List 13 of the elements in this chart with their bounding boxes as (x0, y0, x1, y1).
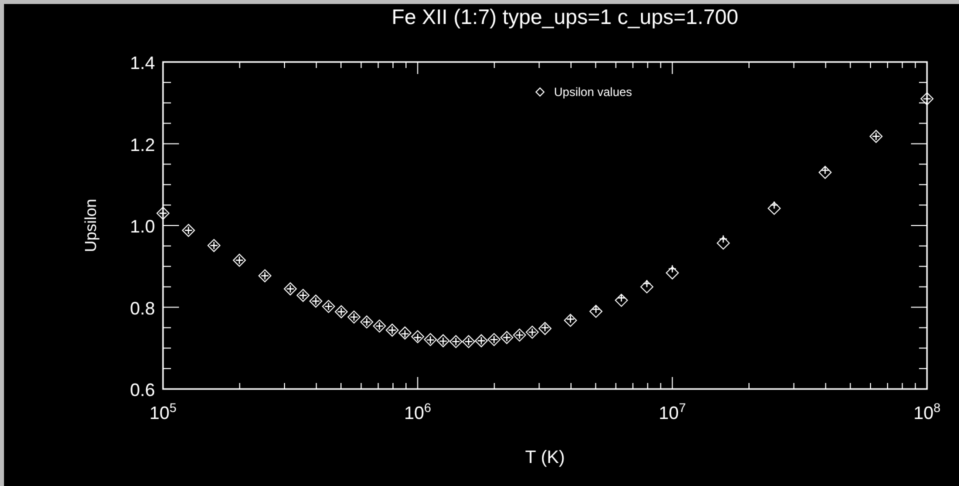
y-axis-title: Upsilon (83, 198, 100, 252)
legend-label: Upsilon values (554, 85, 632, 99)
y-tick-label: 0.6 (130, 380, 155, 400)
x-tick-label: 10$^{8}$ (913, 401, 941, 423)
x-tick-label: 10$^{5}$ (149, 401, 177, 423)
y-tick-label: 0.8 (130, 298, 155, 318)
x-tick-label: 10$^{6}$ (404, 401, 432, 423)
x-axis-title: T (K) (525, 447, 565, 467)
y-tick-label: 1.0 (130, 216, 155, 236)
y-tick-label: 1.4 (130, 53, 155, 73)
x-tick-label: 10$^{7}$ (658, 401, 686, 423)
y-tick-label: 1.2 (130, 134, 155, 155)
chart-title: Fe XII (1:7) type_ups=1 c_ups=1.700 (392, 6, 738, 29)
